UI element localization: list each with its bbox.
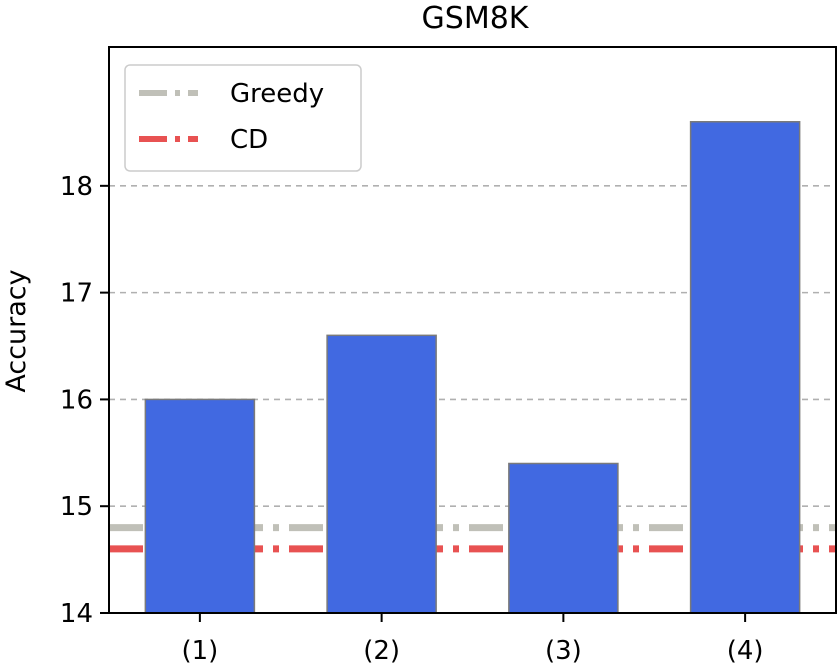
y-tick-label-0: 14 <box>60 599 93 629</box>
y-tick-label-3: 17 <box>60 279 93 309</box>
legend: Greedy CD <box>124 64 362 172</box>
bar-1 <box>144 398 256 614</box>
x-tick-label-1: (2) <box>363 636 400 666</box>
y-tick-label-1: 15 <box>60 492 93 522</box>
bars <box>144 121 801 614</box>
x-tick-label-0: (1) <box>181 636 218 666</box>
chart-title: GSM8K <box>422 1 530 36</box>
legend-label-cd: CD <box>230 125 268 155</box>
y-ticks: 14 15 16 17 18 <box>60 172 109 629</box>
bar-4 <box>689 121 801 614</box>
x-tick-label-2: (3) <box>545 636 582 666</box>
bar-2 <box>326 334 437 614</box>
bar-3 <box>508 462 619 614</box>
x-ticks: (1) (2) (3) (4) <box>181 613 764 666</box>
y-tick-label-4: 18 <box>60 172 93 202</box>
y-tick-label-2: 16 <box>60 385 93 415</box>
legend-label-greedy: Greedy <box>230 79 324 109</box>
legend-box <box>124 64 362 172</box>
x-tick-label-3: (4) <box>727 636 764 666</box>
y-axis-label: Accuracy <box>1 269 32 392</box>
plot-frame <box>108 46 837 614</box>
